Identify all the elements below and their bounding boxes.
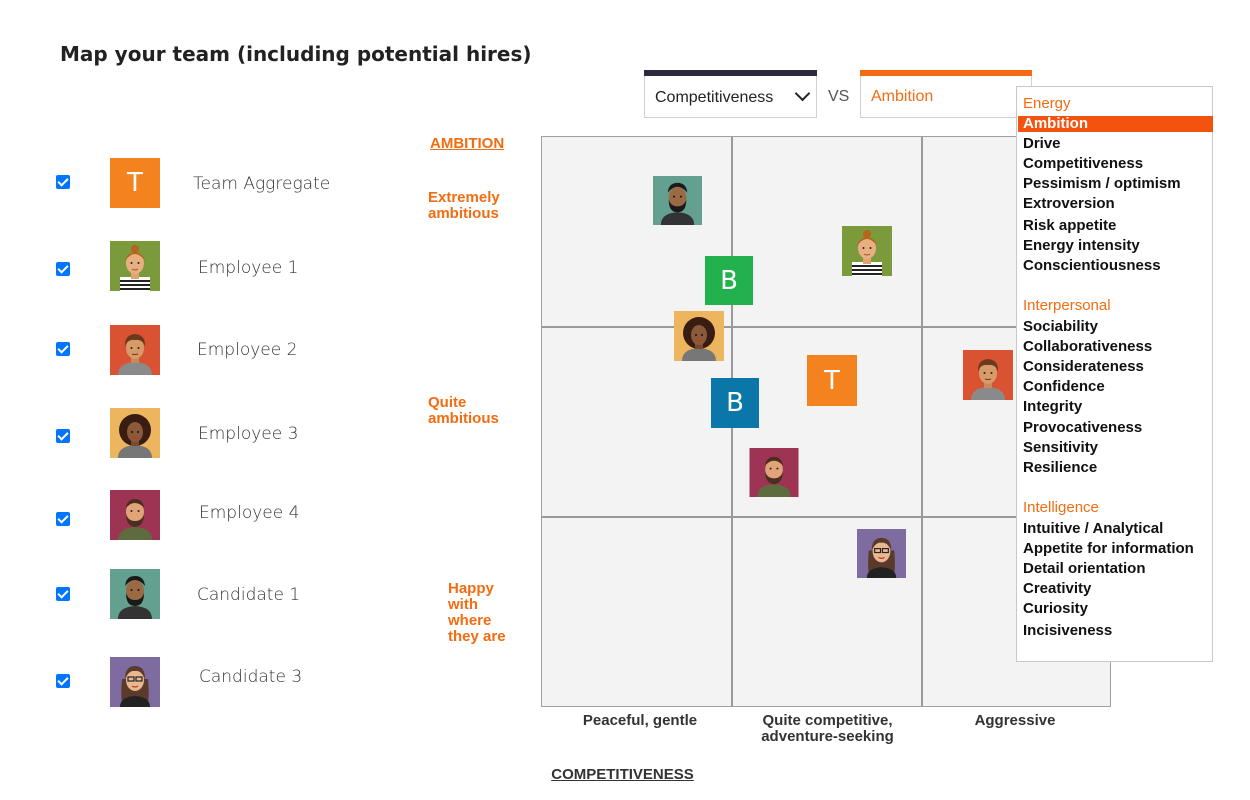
y-select-accent [860,70,1032,76]
dropdown-group-intelligence: Intelligence [1023,499,1099,516]
checkbox-candidate-3[interactable] [56,674,70,688]
grid-line [542,326,1110,328]
x-axis-select[interactable]: Competitiveness [644,70,817,118]
member-candidate-1: Candidate 1 [56,569,356,621]
member-name: Candidate 1 [197,585,301,605]
x-select-value: Competitiveness [655,89,774,106]
grid-line [921,137,923,706]
dropdown-option[interactable]: Pessimism / optimism [1023,175,1181,192]
x-level-mid: Quite competitive, adventure-seeking [761,712,894,745]
member-team-aggregate: T Team Aggregate [56,158,356,210]
man-curly-avatar [110,325,160,375]
team-aggregate-avatar: T [110,158,160,208]
y-level-low: Happy with where they are [448,580,506,645]
employee-2-marker[interactable] [963,350,1013,400]
page-title: Map your team (including potential hires… [60,42,532,66]
member-name: Employee 3 [198,424,299,444]
grid-line [542,516,1110,518]
y-axis-select[interactable]: Ambition [860,70,1032,118]
checkbox-employee-1[interactable] [56,262,70,276]
member-name: Candidate 3 [199,667,303,687]
dropdown-option[interactable]: Conscientiousness [1023,257,1161,274]
dropdown-option[interactable]: Incisiveness [1023,622,1113,639]
checkbox-candidate-1[interactable] [56,587,70,601]
employee-4-marker[interactable] [749,448,799,497]
y-level-high: Extremely ambitious [428,189,500,222]
dropdown-option[interactable]: Confidence [1023,378,1105,395]
x-select-accent [644,70,817,76]
dropdown-option[interactable]: Collaborativeness [1023,338,1153,355]
benchmark-b-green-marker[interactable]: B [705,256,753,305]
checkbox-employee-2[interactable] [56,342,70,356]
dropdown-option[interactable]: Sociability [1023,318,1099,335]
woman-bun-avatar [110,241,160,291]
candidate-1-marker[interactable] [653,176,702,225]
chevron-down-icon [794,85,811,102]
employee-3-marker[interactable] [674,311,724,361]
dropdown-option[interactable]: Provocativeness [1023,419,1143,436]
woman-glasses-avatar [110,657,160,707]
member-employee-4: Employee 4 [56,490,356,542]
dropdown-option[interactable]: Intuitive / Analytical [1023,520,1164,537]
checkbox-team-aggregate[interactable] [56,175,70,189]
x-level-high: Aggressive [974,712,1056,729]
member-candidate-3: Candidate 3 [56,657,356,709]
member-employee-3: Employee 3 [56,408,356,460]
x-level-low: Peaceful, gentle [582,712,698,729]
y-select-value: Ambition [871,88,934,105]
benchmark-b-blue-marker[interactable]: B [711,378,759,428]
dropdown-option[interactable]: Extroversion [1023,195,1115,212]
member-name: Team Aggregate [193,174,331,194]
checkbox-employee-4[interactable] [56,512,70,526]
man-dark-beard-avatar [110,569,160,619]
dropdown-option[interactable]: Integrity [1023,398,1083,415]
dropdown-option[interactable]: Appetite for information [1023,540,1194,557]
dropdown-option[interactable]: Detail orientation [1023,560,1146,577]
man-beard-avatar [110,490,160,540]
dropdown-option[interactable]: Sensitivity [1023,439,1099,456]
dropdown-option[interactable]: Curiosity [1023,600,1089,617]
dropdown-option[interactable]: Considerateness [1023,358,1144,375]
dropdown-option[interactable]: Energy intensity [1023,237,1140,254]
candidate-3-marker[interactable] [857,529,906,578]
dropdown-option[interactable]: Resilience [1023,459,1098,476]
dropdown-group-energy: Energy [1023,95,1071,112]
dropdown-option[interactable]: Drive [1023,135,1061,152]
member-employee-2: Employee 2 [56,325,356,377]
vs-label: VS [828,88,850,105]
x-axis-title: COMPETITIVENESS [551,766,694,783]
dropdown-option[interactable]: Creativity [1023,580,1092,597]
team-aggregate-marker[interactable]: T [807,355,857,406]
member-employee-1: Employee 1 [56,241,356,293]
member-name: Employee 2 [197,340,298,360]
dropdown-group-interpersonal: Interpersonal [1023,297,1111,314]
dropdown-option-ambition[interactable]: Ambition [1023,115,1088,132]
dropdown-option[interactable]: Risk appetite [1023,217,1117,234]
member-name: Employee 4 [199,503,300,523]
attribute-dropdown-list: Energy Ambition Drive Competitiveness Pe… [1016,86,1213,662]
y-axis-title: AMBITION [430,135,505,152]
dropdown-selected-highlight [1018,116,1213,132]
member-name: Employee 1 [198,258,299,278]
checkbox-employee-3[interactable] [56,429,70,443]
employee-1-marker[interactable] [842,226,892,276]
dropdown-option[interactable]: Competitiveness [1023,155,1144,172]
y-level-mid: Quite ambitious [428,394,499,427]
woman-afro-avatar [110,408,160,458]
